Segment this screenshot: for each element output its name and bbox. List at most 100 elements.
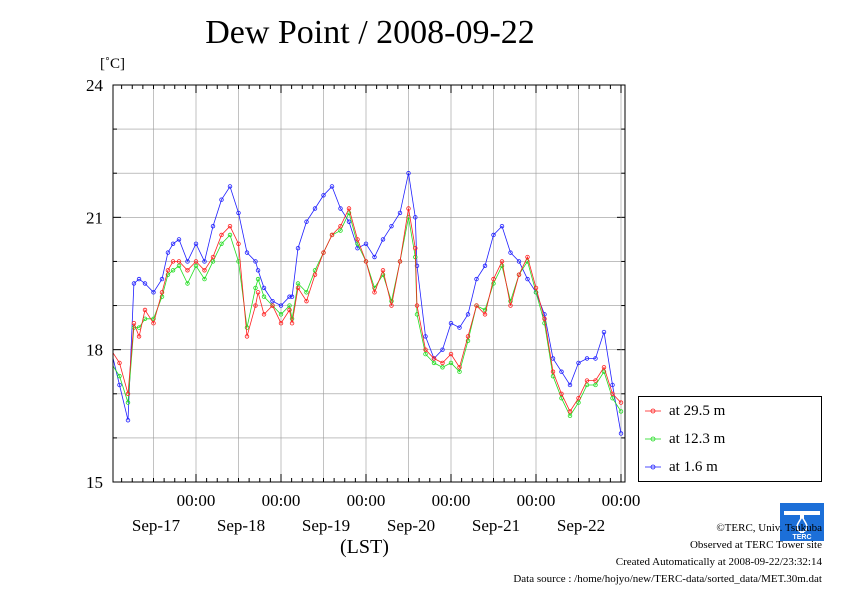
data-point xyxy=(253,285,258,291)
data-point xyxy=(270,303,275,308)
data-point xyxy=(176,259,182,264)
data-point xyxy=(287,294,292,299)
data-point xyxy=(176,263,182,269)
data-point xyxy=(516,259,522,264)
data-point xyxy=(159,294,165,299)
data-point xyxy=(413,246,418,251)
data-point xyxy=(457,325,462,330)
data-point xyxy=(244,334,250,339)
footer-created: Created Automatically at 2008-09-22/23:3… xyxy=(615,556,822,568)
data-point xyxy=(170,241,176,246)
plot-frame xyxy=(112,84,626,483)
data-point xyxy=(113,348,114,351)
x-tick-time-label: 00:00 xyxy=(602,491,641,510)
data-point xyxy=(533,290,539,295)
data-point xyxy=(202,268,207,273)
x-tick-time-label: 00:00 xyxy=(262,491,301,510)
data-point xyxy=(165,250,171,255)
data-point xyxy=(289,316,295,321)
data-point xyxy=(312,206,318,211)
x-tick-time-label: 00:00 xyxy=(177,491,216,510)
data-point xyxy=(593,356,598,361)
data-point xyxy=(610,382,615,388)
data-point xyxy=(491,276,496,282)
data-point xyxy=(131,281,137,286)
data-point xyxy=(165,272,171,277)
data-point xyxy=(142,307,148,313)
data-point xyxy=(508,303,513,308)
data-point xyxy=(567,413,573,419)
data-point xyxy=(499,223,505,229)
data-point xyxy=(253,303,258,308)
data-point xyxy=(125,400,131,405)
data-point xyxy=(321,250,326,255)
data-point xyxy=(397,210,403,216)
data-point xyxy=(618,400,624,405)
data-point xyxy=(312,272,318,277)
data-point xyxy=(261,285,267,291)
data-point xyxy=(567,382,573,388)
data-point xyxy=(227,232,233,238)
data-point xyxy=(465,312,471,317)
data-point xyxy=(142,281,148,286)
data-point xyxy=(474,303,479,308)
x-tick-date-label: Sep-22 xyxy=(557,516,605,535)
data-point xyxy=(542,312,547,317)
data-point xyxy=(533,285,539,291)
data-point xyxy=(372,290,377,295)
data-point xyxy=(482,312,488,317)
footer-source: Data source : /home/hojyo/new/TERC-data/… xyxy=(513,573,822,585)
data-point xyxy=(176,237,182,242)
data-point xyxy=(185,268,190,273)
data-point xyxy=(414,303,420,308)
data-point xyxy=(465,334,471,339)
data-point xyxy=(508,250,513,255)
data-point xyxy=(255,290,261,295)
data-point xyxy=(159,290,165,295)
data-point xyxy=(159,276,165,282)
data-point xyxy=(423,334,428,339)
data-point xyxy=(219,241,224,246)
legend: at 29.5 m at 12.3 m at 1.6 m xyxy=(638,396,822,482)
data-point xyxy=(117,382,122,388)
data-point xyxy=(136,276,142,282)
data-point xyxy=(270,298,275,304)
data-point xyxy=(584,378,590,383)
data-point xyxy=(287,303,292,308)
logo-text: TERC xyxy=(792,534,811,541)
data-point xyxy=(255,276,261,282)
data-point xyxy=(363,241,369,246)
data-point xyxy=(593,378,598,383)
data-point xyxy=(423,351,428,357)
data-point xyxy=(542,316,547,321)
data-point xyxy=(193,263,199,269)
data-point xyxy=(202,259,207,264)
data-point xyxy=(457,365,462,370)
data-point xyxy=(113,348,114,351)
data-point xyxy=(610,395,615,401)
y-tick-label: 18 xyxy=(86,341,103,360)
data-point xyxy=(136,334,142,339)
data-point xyxy=(170,268,176,273)
data-point xyxy=(516,272,522,277)
data-point xyxy=(289,321,295,326)
data-point xyxy=(380,237,386,242)
x-tick-date-label: Sep-21 xyxy=(472,516,520,535)
data-point xyxy=(131,321,137,326)
footer-copyright: ©TERC, Univ. Tsukuba xyxy=(716,522,822,534)
data-point xyxy=(125,418,131,423)
data-point xyxy=(397,259,403,264)
data-point xyxy=(593,382,598,388)
data-point xyxy=(113,361,114,364)
data-point xyxy=(584,356,590,361)
data-point xyxy=(338,223,343,229)
series-line xyxy=(113,173,622,434)
data-point xyxy=(567,409,573,414)
series-line xyxy=(113,211,622,417)
data-point xyxy=(601,365,607,370)
data-point xyxy=(244,325,250,330)
footer-observed: Observed at TERC Tower site xyxy=(689,539,822,551)
data-point xyxy=(363,259,369,264)
legend-item-1-6m: at 1.6 m xyxy=(645,457,718,477)
data-point xyxy=(219,232,224,238)
